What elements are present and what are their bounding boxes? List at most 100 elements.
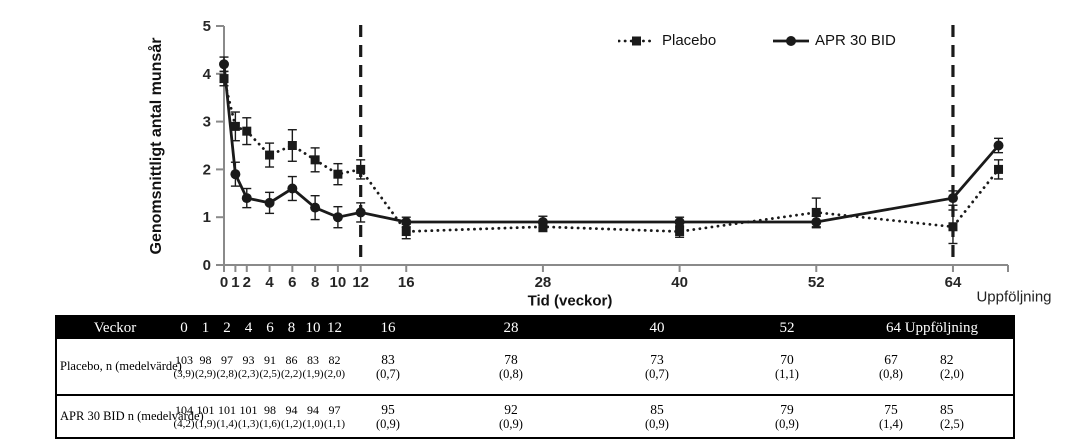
data-point-square — [675, 227, 685, 237]
data-point-circle — [537, 216, 548, 227]
cell-mean-value: (1,4) — [879, 416, 903, 431]
cell-mean-value: (2,5) — [940, 416, 964, 431]
x-tick-label: 2 — [243, 274, 251, 291]
x-tick-label: 1 — [231, 274, 239, 291]
table-header-cell: 10 — [305, 319, 321, 336]
apr-30-bid-marker-icon — [773, 35, 809, 46]
cell-mean-value: (1,4) — [216, 417, 238, 430]
table-cell: 95 (0,9) — [345, 395, 431, 438]
cell-n-value: 75 — [884, 401, 898, 417]
cell-mean-value: (0,9) — [775, 416, 799, 431]
data-point-square — [265, 150, 275, 160]
cell-n-value: 73 — [650, 351, 664, 367]
cell-n-value: 95 — [381, 401, 395, 417]
cell-n-value: 94 — [285, 402, 298, 417]
cell-mean-value: (0,8) — [879, 366, 903, 381]
data-point-circle — [993, 140, 1004, 151]
cell-mean-value: (1,2) — [281, 417, 303, 430]
table-header-cell: 1 — [201, 319, 210, 336]
cell-n-value: 101 — [239, 402, 258, 417]
table-header-cell: 28 — [503, 319, 519, 336]
table-header-cell: 0 — [180, 319, 188, 336]
data-point-circle — [241, 193, 252, 204]
table-cell: 75 (1,4) — [851, 395, 931, 438]
cell-mean-value: (0,9) — [376, 416, 400, 431]
data-point-circle — [811, 216, 822, 227]
cell-mean-value: (0,7) — [645, 366, 669, 381]
cell-n-value: 85 — [940, 401, 954, 417]
legend-item-apr-30-bid: APR 30 BID — [773, 32, 896, 49]
table-cell: 67 (0,8) — [851, 339, 931, 396]
data-point-square — [994, 164, 1004, 174]
data-point-square — [230, 121, 240, 131]
cell-n-value: 92 — [504, 401, 518, 417]
table-header-cell: 6 — [266, 319, 274, 336]
series-apr-30-bid — [219, 56, 1004, 229]
data-point-square — [333, 169, 343, 179]
table-header-cell: 8 — [287, 319, 296, 336]
cell-n-value: 97 — [221, 352, 233, 367]
cell-n-value: 98 — [264, 402, 276, 417]
table-header-cell: 52 — [779, 319, 795, 336]
table-header-cell: 16 — [380, 319, 396, 336]
x-tick-label: 40 — [671, 274, 688, 291]
data-point-square — [948, 222, 958, 232]
placebo-marker-icon — [618, 36, 656, 45]
table-cell: 86 (2,2) — [281, 339, 302, 396]
x-tick-label: 16 — [398, 274, 415, 291]
table-cell: 92 (0,9) — [431, 395, 591, 438]
x-tick-label: 4 — [265, 274, 274, 291]
cell-n-value: 101 — [196, 402, 215, 417]
cell-n-value: 67 — [884, 351, 898, 367]
data-point-circle — [264, 197, 275, 208]
cell-mean-value: (1,1) — [775, 366, 799, 381]
data-point-square — [219, 74, 229, 84]
table-cell: 91 (2,5) — [259, 339, 281, 396]
cell-mean-value: (2,3) — [238, 367, 260, 380]
cell-n-value: 103 — [175, 352, 193, 367]
table-cell: 98 (1,6) — [259, 395, 281, 438]
table-header-cell: 12 — [327, 319, 342, 336]
cell-n-value: 83 — [307, 352, 319, 367]
cell-mean-value: (0,9) — [499, 416, 523, 431]
cell-mean-value: (0,8) — [499, 366, 523, 381]
cell-n-value: 104 — [175, 402, 193, 417]
table-cell: 97 (1,1) — [324, 395, 345, 438]
data-point-circle — [674, 216, 685, 227]
table-row: APR 30 BID n (medelvärde) 104 (4,2) 101 (1,9… — [56, 395, 1014, 438]
data-point-circle — [310, 202, 321, 213]
cell-mean-value: (1,9) — [302, 367, 324, 380]
legend-label-apr-30-bid: APR 30 BID — [815, 32, 896, 49]
cell-mean-value: (0,9) — [645, 416, 669, 431]
row-label-cell: Placebo, n (medelvärde) — [56, 339, 182, 396]
y-axis-title: Genomsnittligt antal munsår — [148, 37, 165, 255]
cell-n-value: 94 — [307, 402, 319, 417]
table-header-merged: 64 Uppföljning — [885, 319, 979, 336]
cell-n-value: 97 — [328, 402, 341, 417]
data-point-square — [401, 227, 411, 237]
x-tick-label: 6 — [288, 274, 296, 291]
data-point-circle — [947, 193, 958, 204]
summary-table: Veckor 0 1 2 4 6 8 10 12 16 28 40 52 64 Uppföljning Pl… — [55, 315, 1015, 439]
data-point-square — [811, 207, 821, 217]
cell-n-value: 83 — [381, 351, 395, 367]
data-point-square — [242, 126, 252, 136]
x-tick-label: 52 — [808, 274, 825, 291]
cell-n-value: 91 — [264, 352, 276, 367]
table-cell: 104 (4,2) — [173, 395, 195, 438]
data-point-circle — [287, 183, 298, 194]
cell-n-value: 70 — [780, 351, 794, 367]
table-cell: 73 (0,7) — [591, 339, 723, 396]
data-point-circle — [230, 169, 241, 180]
cell-mean-value: (0,7) — [376, 366, 400, 381]
table-cell: 98 (2,9) — [195, 339, 216, 396]
series-placebo — [219, 70, 1004, 245]
cell-n-value: 85 — [650, 401, 664, 417]
table-cell: 78 (0,8) — [431, 339, 591, 396]
data-point-square — [356, 164, 366, 174]
x-axis-title: Tid (veckor) — [527, 292, 613, 310]
legend-label-placebo: Placebo — [662, 32, 717, 49]
cell-n-value: 86 — [285, 352, 298, 367]
